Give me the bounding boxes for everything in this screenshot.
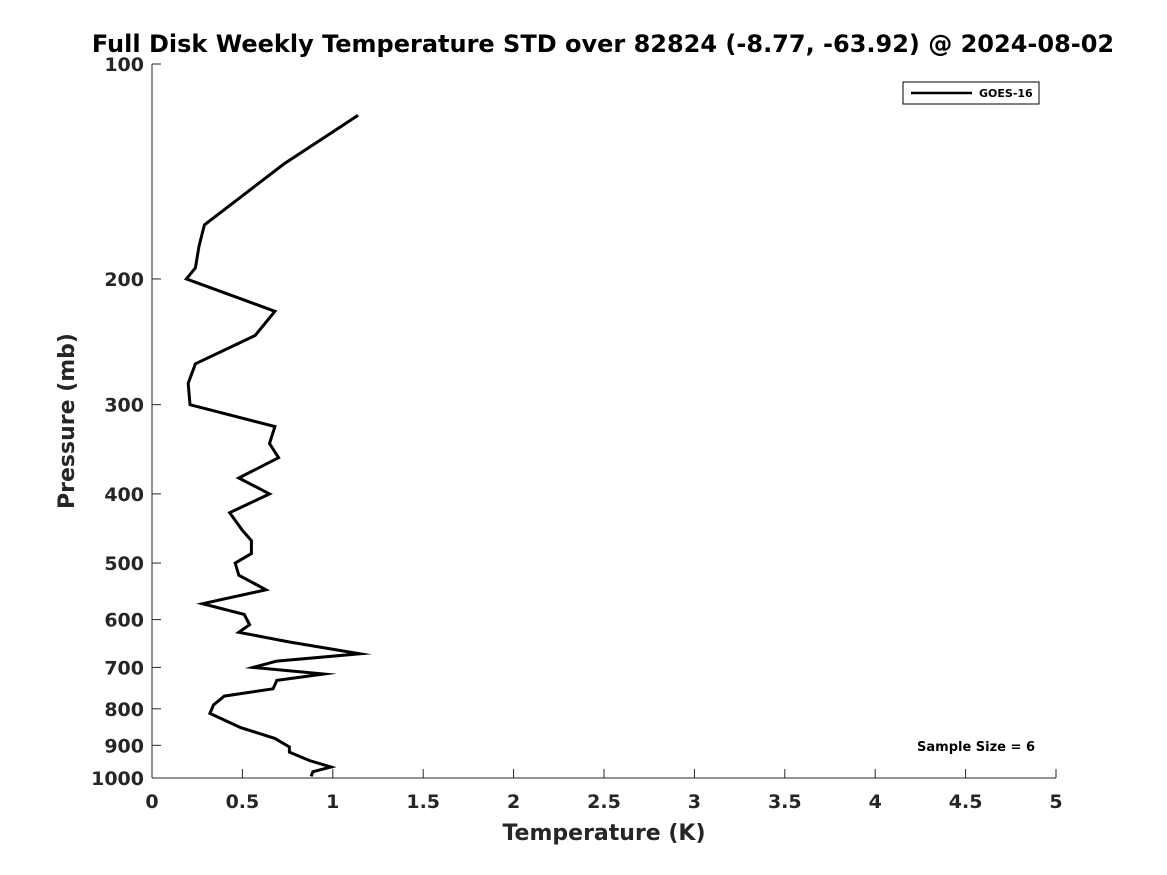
x-tick-label: 3.5 [768,791,802,813]
x-tick-label: 4 [869,791,882,813]
y-tick-label: 300 [104,395,144,417]
x-tick-label: 1 [326,791,339,813]
x-tick-label: 0.5 [226,791,260,813]
legend-label-goes-16: GOES-16 [979,87,1033,100]
y-tick-label: 800 [104,699,144,721]
x-tick-label: 4.5 [949,791,983,813]
x-tick-label: 5 [1049,791,1062,813]
x-tick-label: 0 [145,791,158,813]
x-axis-ticks: 0 0.5 1 1.5 2 2.5 3 3.5 4 4.5 5 [145,769,1063,813]
y-tick-label: 500 [104,553,144,575]
y-tick-label: 100 [104,54,144,76]
y-tick-label: 700 [104,657,144,679]
x-tick-label: 2.5 [587,791,621,813]
y-axis-ticks: 100 200 300 400 500 600 700 800 900 1000 [91,54,161,790]
x-axis-label: Temperature (K) [502,821,705,846]
y-tick-label: 600 [104,610,144,632]
y-tick-label: 200 [104,269,144,291]
x-tick-label: 1.5 [406,791,440,813]
y-tick-label: 400 [104,484,144,506]
y-tick-label: 1000 [91,768,144,790]
legend: GOES-16 [902,81,1040,105]
x-tick-label: 2 [507,791,520,813]
y-axis-label: Pressure (mb) [55,333,80,509]
x-tick-label: 3 [688,791,701,813]
sample-size-annotation: Sample Size = 6 [917,740,1035,755]
chart-title: Full Disk Weekly Temperature STD over 82… [92,30,1114,58]
series-line-goes-16 [183,114,372,777]
y-tick-label: 900 [104,735,144,757]
